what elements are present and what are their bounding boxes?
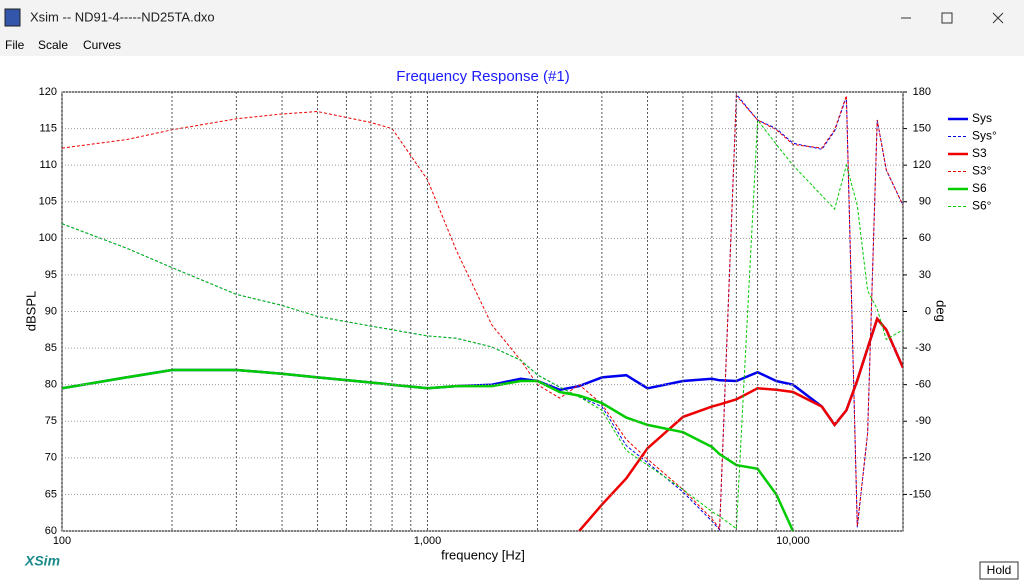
menu-bar xyxy=(0,36,1024,56)
chart-title: Frequency Response (#1) xyxy=(396,68,569,85)
logo: XSim xyxy=(24,553,60,569)
app-icon xyxy=(4,8,21,27)
y2-tick-label: 30 xyxy=(919,269,931,281)
y2-tick-label: 120 xyxy=(913,159,931,171)
y-tick-label: 110 xyxy=(39,159,57,171)
close-button[interactable] xyxy=(992,12,1004,24)
menu-item[interactable]: Curves xyxy=(83,38,121,52)
hold-button-label[interactable]: Hold xyxy=(987,563,1012,577)
y2-tick-label: 90 xyxy=(919,196,931,208)
y-tick-label: 115 xyxy=(39,122,57,134)
y2-tick-label: -60 xyxy=(915,379,931,391)
x-tick-label: 10,000 xyxy=(776,535,810,547)
legend-label: Sys° xyxy=(972,129,997,143)
menu-item[interactable]: File xyxy=(5,38,25,52)
y2-tick-label: 150 xyxy=(913,122,931,134)
y-tick-label: 70 xyxy=(45,452,57,464)
y2-tick-label: 180 xyxy=(913,86,931,98)
x-axis-label: frequency [Hz] xyxy=(441,547,525,562)
title-bar xyxy=(0,0,1024,36)
x-tick-label: 100 xyxy=(53,535,71,547)
x-tick-label: 1,000 xyxy=(414,535,442,547)
legend-label: Sys xyxy=(972,111,992,125)
y-tick-label: 75 xyxy=(45,415,57,427)
window-title: Xsim -- ND91-4-----ND25TA.dxo xyxy=(30,9,215,24)
legend-label: S6 xyxy=(972,181,987,195)
y-tick-label: 100 xyxy=(39,232,57,244)
y-tick-label: 120 xyxy=(39,86,57,98)
y2-tick-label: 60 xyxy=(919,232,931,244)
y-tick-label: 90 xyxy=(45,305,57,317)
y2-tick-label: -90 xyxy=(915,415,931,427)
series-line xyxy=(62,94,903,530)
y2-tick-label: -150 xyxy=(909,488,931,500)
y-tick-label: 95 xyxy=(45,269,57,281)
y-tick-label: 80 xyxy=(45,379,57,391)
y2-axis-label: deg xyxy=(934,300,949,322)
y2-tick-label: -30 xyxy=(915,342,931,354)
legend-label: S3° xyxy=(972,164,992,178)
hold-button[interactable] xyxy=(979,561,1019,580)
y-tick-label: 105 xyxy=(39,196,57,208)
legend-label: S6° xyxy=(972,199,992,213)
y2-tick-label: 0 xyxy=(925,305,931,317)
series-line xyxy=(62,118,903,530)
y-tick-label: 65 xyxy=(45,488,57,500)
y-tick-label: 85 xyxy=(45,342,57,354)
legend-label: S3 xyxy=(972,146,987,160)
y-axis-label: dBSPL xyxy=(23,291,38,331)
y2-tick-label: -120 xyxy=(909,452,931,464)
maximize-button[interactable] xyxy=(941,12,953,24)
y-tick-label: 60 xyxy=(45,525,57,537)
menu-item[interactable]: Scale xyxy=(38,38,68,52)
